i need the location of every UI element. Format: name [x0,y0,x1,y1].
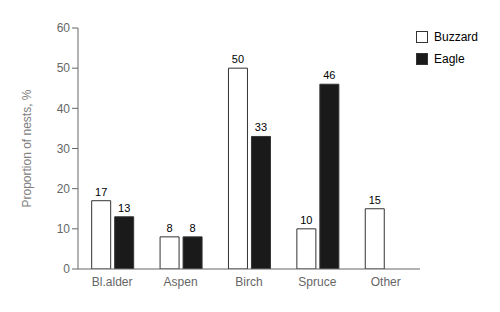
svg-text:13: 13 [118,202,130,214]
svg-text:Aspen: Aspen [164,275,198,289]
svg-text:8: 8 [190,222,196,234]
svg-text:Spruce: Spruce [298,275,336,289]
svg-text:40: 40 [57,102,71,116]
svg-text:50: 50 [232,53,244,65]
svg-text:50: 50 [57,61,71,75]
svg-text:30: 30 [57,142,71,156]
svg-text:Other: Other [371,275,401,289]
html-text:Eagle: Eagle [434,52,465,66]
svg-text:Proportion of nests, %: Proportion of nests, % [20,89,34,207]
svg-text:0: 0 [63,262,70,276]
svg-text:17: 17 [95,186,107,198]
svg-text:60: 60 [57,21,71,35]
svg-text:46: 46 [323,69,335,81]
svg-text:Birch: Birch [235,275,262,289]
svg-text:33: 33 [255,121,267,133]
html-text:Buzzard: Buzzard [434,30,478,44]
svg-text:Bl.alder: Bl.alder [92,275,133,289]
svg-text:10: 10 [57,222,71,236]
svg-text:15: 15 [369,194,381,206]
svg-text:10: 10 [300,214,312,226]
svg-text:8: 8 [167,222,173,234]
svg-text:20: 20 [57,182,71,196]
